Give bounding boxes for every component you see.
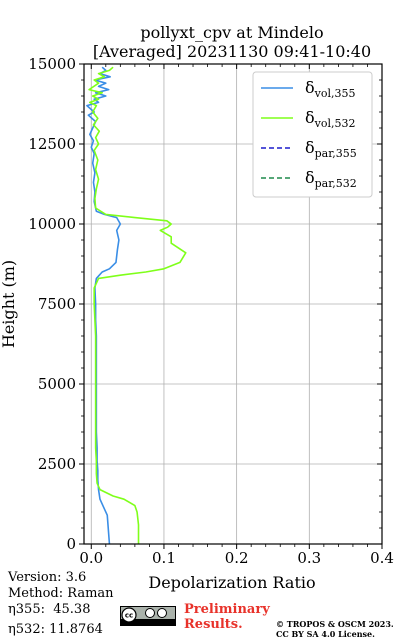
x-tick-label: 0.1 xyxy=(152,549,176,567)
series-line-vol-532 xyxy=(88,66,187,544)
copyright-text: © TROPOS & OSCM 2023. xyxy=(276,619,394,629)
x-tick-label: 0.0 xyxy=(79,549,103,567)
svg-text:cc: cc xyxy=(125,612,133,620)
copyright-notice: © TROPOS & OSCM 2023. CC BY SA 4.0 Licen… xyxy=(276,619,394,639)
depolarization-chart: pollyxt_cpv at Mindelo [Averaged] 202311… xyxy=(0,23,394,592)
license-text: CC BY SA 4.0 License. xyxy=(276,629,375,639)
y-tick-label: 7500 xyxy=(38,295,76,313)
preliminary-text: Preliminary xyxy=(184,602,270,617)
x-axis-label: Depolarization Ratio xyxy=(148,573,315,592)
y-tick-label: 10000 xyxy=(28,215,76,233)
y-tick-label: 15000 xyxy=(28,55,76,73)
x-tick-label: 0.3 xyxy=(297,549,321,567)
cc-by-sa-badge: cc xyxy=(120,606,176,626)
y-tick-label: 2500 xyxy=(38,455,76,473)
y-tick-label: 0 xyxy=(66,535,76,553)
x-tick-label: 0.4 xyxy=(370,549,394,567)
chart-title-line-2: [Averaged] 20231130 09:41-10:40 xyxy=(93,42,371,61)
legend-box xyxy=(252,71,373,198)
axis-ticks: 0.0 0.1 0.2 0.3 0.4 0 2500 5000 7500 10000 12500 15… xyxy=(28,55,394,567)
y-tick-label: 12500 xyxy=(28,135,76,153)
chart-legend: δvol,355 δvol,532 δpar,355 δpar,532 xyxy=(252,71,373,198)
series-line-vol-355 xyxy=(86,66,122,545)
eta355-text: η355: 45.38 xyxy=(8,602,91,617)
results-text: Results. xyxy=(184,617,243,632)
legend-label: δvol,532 xyxy=(305,108,356,130)
y-axis-label: Height (m) xyxy=(0,260,18,348)
y-tick-label: 5000 xyxy=(38,375,76,393)
legend-label: δvol,355 xyxy=(305,78,356,100)
method-text: Method: Raman xyxy=(8,586,114,601)
version-text: Version: 3.6 xyxy=(8,570,87,585)
legend-label: δpar,532 xyxy=(305,168,357,190)
x-tick-label: 0.2 xyxy=(225,549,249,567)
data-lines xyxy=(86,66,187,545)
chart-title-line-1: pollyxt_cpv at Mindelo xyxy=(140,23,323,42)
eta532-text: η532: 11.8764 xyxy=(8,622,103,637)
preliminary-notice: Preliminary Results. xyxy=(184,602,270,632)
legend-label: δpar,355 xyxy=(305,138,357,160)
